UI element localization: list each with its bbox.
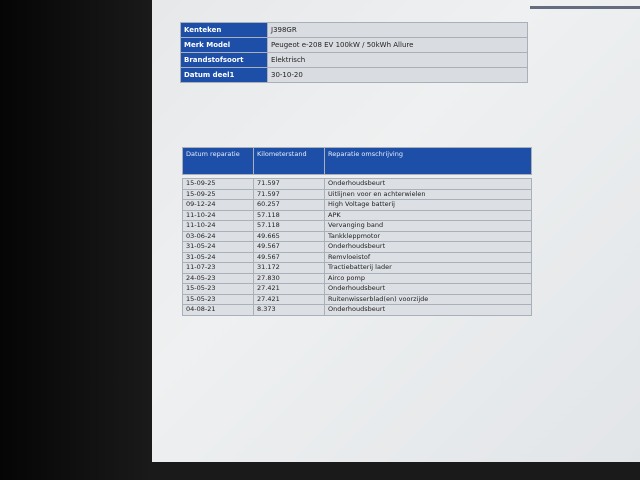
repair-description: APK [324,209,532,221]
repair-mileage: 71.597 [253,178,325,190]
repair-description: High Voltage batterij [324,199,532,211]
info-value: Peugeot e-208 EV 100kW / 50kWh Allure [267,37,528,53]
repair-description: Uitlijnen voor en achterwielen [324,188,532,200]
table-row: 15-09-25 71.597 Onderhoudsbeurt [182,178,532,190]
info-value: J398GR [267,22,528,38]
info-value: 30-10-20 [267,67,528,83]
header-mileage: Kilometerstand [253,147,325,175]
repair-mileage: 49.567 [253,241,325,253]
info-label: Kenteken [180,22,268,38]
repair-mileage: 27.421 [253,293,325,305]
repair-description: Vervanging band [324,220,532,232]
repair-date: 09-12-24 [182,199,254,211]
table-row: 24-05-23 27.830 Airco pomp [182,272,532,284]
repair-mileage: 57.118 [253,220,325,232]
repair-date: 11-10-24 [182,209,254,221]
monitor-bottom-edge [150,462,640,480]
table-row: 31-05-24 49.567 Onderhoudsbeurt [182,241,532,253]
info-row: Merk Model Peugeot e-208 EV 100kW / 50kWh… [180,37,528,53]
info-label: Brandstofsoort [180,52,268,68]
repair-date: 31-05-24 [182,251,254,263]
repair-date: 04-08-21 [182,304,254,316]
repair-description: Onderhoudsbeurt [324,178,532,190]
repair-description: Onderhoudsbeurt [324,283,532,295]
info-label: Datum deel1 [180,67,268,83]
repair-mileage: 27.421 [253,283,325,295]
repair-date: 15-05-23 [182,283,254,295]
info-label: Merk Model [180,37,268,53]
repair-mileage: 60.257 [253,199,325,211]
repair-mileage: 49.567 [253,251,325,263]
repair-mileage: 71.597 [253,188,325,200]
repair-mileage: 8.373 [253,304,325,316]
table-row: 11-10-24 57.118 APK [182,209,532,221]
repair-description: Tractiebatterij lader [324,262,532,274]
table-row: 31-05-24 49.567 Remvloeistof [182,251,532,263]
table-row: 11-07-23 31.172 Tractiebatterij lader [182,262,532,274]
header-description: Reparatie omschrijving [324,147,532,175]
info-value: Elektrisch [267,52,528,68]
repair-mileage: 27.830 [253,272,325,284]
table-row: 15-05-23 27.421 Ruitenwisserblad(en) voorz… [182,293,532,305]
table-row: 04-08-21 8.373 Onderhoudsbeurt [182,304,532,316]
info-row: Datum deel1 30-10-20 [180,67,528,83]
info-row: Brandstofsoort Elektrisch [180,52,528,68]
table-row: 09-12-24 60.257 High Voltage batterij [182,199,532,211]
table-row: 11-10-24 57.118 Vervanging band [182,220,532,232]
repair-date: 15-09-25 [182,178,254,190]
table-row: 15-09-25 71.597 Uitlijnen voor en achterwi… [182,188,532,200]
repair-date: 11-07-23 [182,262,254,274]
repair-date: 11-10-24 [182,220,254,232]
repair-history-table: Datum reparatie Kilometerstand Reparatie… [182,147,532,316]
info-row: Kenteken J398GR [180,22,528,38]
table-row: 15-05-23 27.421 Onderhoudsbeurt [182,283,532,295]
repair-date: 15-05-23 [182,293,254,305]
repair-date: 15-09-25 [182,188,254,200]
table-row: 03-06-24 49.665 Tankkleppmotor [182,230,532,242]
vehicle-info-table: Kenteken J398GR Merk Model Peugeot e-208 EV… [180,22,528,83]
repair-description: Onderhoudsbeurt [324,304,532,316]
repair-date: 31-05-24 [182,241,254,253]
repair-mileage: 49.665 [253,230,325,242]
repair-description: Ruitenwisserblad(en) voorzijde [324,293,532,305]
repair-description: Tankkleppmotor [324,230,532,242]
repair-date: 03-06-24 [182,230,254,242]
repair-description: Airco pomp [324,272,532,284]
spacer-row [182,174,532,179]
header-date: Datum reparatie [182,147,254,175]
cut-off-heading [530,0,640,9]
repair-mileage: 57.118 [253,209,325,221]
repair-description: Remvloeistof [324,251,532,263]
repair-description: Onderhoudsbeurt [324,241,532,253]
monitor-bezel [0,0,160,480]
repair-mileage: 31.172 [253,262,325,274]
table-header-row: Datum reparatie Kilometerstand Reparatie… [182,147,532,175]
repair-date: 24-05-23 [182,272,254,284]
